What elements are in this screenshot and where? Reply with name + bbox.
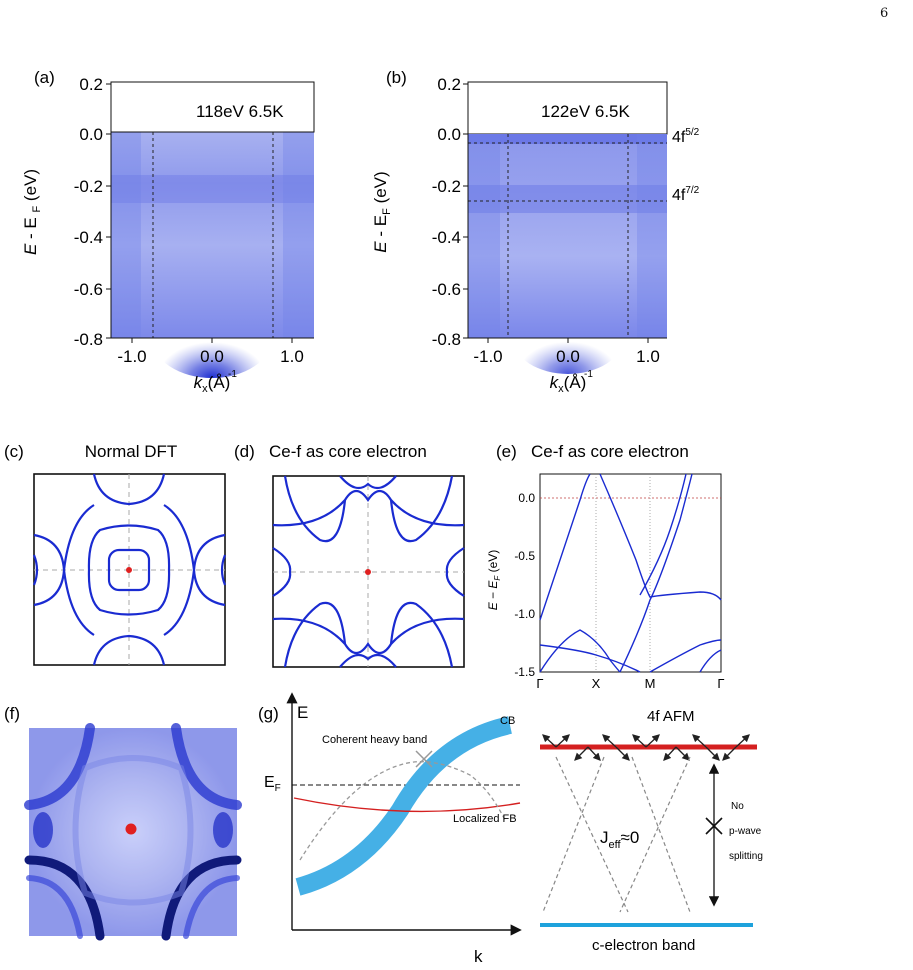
afm-label: 4f AFM (647, 708, 695, 725)
ytick-b-1: 0.0 (437, 125, 461, 144)
panel-d-title: Ce-f as core electron (269, 442, 427, 461)
xtick-e-3: Γ (717, 676, 724, 691)
dashed-dispersion-lines (542, 756, 691, 913)
gamma-point-c (126, 567, 132, 573)
ytick-b-2: -0.2 (432, 177, 461, 196)
momentum-axis-label: k (474, 947, 483, 966)
xtick-b-1: 0.0 (556, 347, 580, 366)
gamma-point-f (125, 823, 137, 835)
xlabel-sup-b: -1 (584, 369, 593, 380)
coherent-heavy-band (299, 761, 506, 861)
localized-fb-label: Localized FB (453, 813, 517, 825)
panel-a-label: (a) (34, 68, 55, 87)
ylabel-a: E - E F (eV) (21, 169, 43, 255)
ytick-b-5: -0.8 (432, 330, 461, 349)
ytick-e-0: 0.0 (518, 491, 535, 505)
gamma-point-d (365, 569, 371, 575)
ylabel-e: E − EF (eV) (486, 550, 502, 611)
ytick-a-1: 0.0 (79, 125, 103, 144)
band-structure-e (539, 473, 722, 673)
ytick-a-4: -0.6 (74, 280, 103, 299)
panel-c-label: (c) (4, 442, 24, 461)
condition-label-b: 122eV 6.5K (541, 102, 631, 121)
coherent-band-label: Coherent heavy band (322, 734, 427, 746)
xtick-a-2: 1.0 (280, 347, 304, 366)
panel-g-label: (g) (258, 704, 279, 723)
panel-d-label: (d) (234, 442, 255, 461)
panel-c: (c) Normal DFT (4, 442, 227, 666)
panel-b-label: (b) (386, 68, 407, 87)
fs-pocket-middle-c (87, 524, 171, 616)
ytick-e-1: -0.5 (514, 549, 535, 563)
fs-contours-d (272, 475, 465, 668)
fs-pocket-inner-c (107, 548, 151, 592)
panel-a: (a) 118eV 6.5K 0.2 0.0 -0.2 -0.4 -0.6 -0… (21, 68, 315, 395)
xtick-a-0: -1.0 (117, 347, 146, 366)
level-label-7-2: 4f7/2 (672, 185, 700, 204)
ytick-a-0: 0.2 (79, 75, 103, 94)
xtick-b-0: -1.0 (473, 347, 502, 366)
xtick-e-2: M (645, 676, 656, 691)
xlabel-sup-a: -1 (228, 369, 237, 380)
panel-d: (d) Ce-f as core electron (234, 442, 465, 668)
ytick-b-0: 0.2 (437, 75, 461, 94)
fermi-level-label: EF (264, 774, 281, 794)
spin-arrows (542, 734, 750, 761)
splitting-label: splitting (729, 851, 763, 862)
panel-c-title: Normal DFT (85, 442, 178, 461)
energy-axis-label: E (297, 703, 308, 722)
xtick-e-0: Γ (536, 676, 543, 691)
ytick-e-3: -1.5 (514, 665, 535, 679)
ytick-a-3: -0.4 (74, 228, 103, 247)
xlabel-a: kx(Å) (194, 373, 231, 395)
ytick-a-5: -0.8 (74, 330, 103, 349)
level-label-5-2: 4f5/2 (672, 127, 700, 146)
conduction-band (295, 716, 513, 896)
ytick-a-2: -0.2 (74, 177, 103, 196)
ytick-e-2: -1.0 (514, 607, 535, 621)
xtick-b-2: 1.0 (636, 347, 660, 366)
panel-b: (b) 122eV 6.5K 4f5/2 4f7/2 0.2 0.0 -0.2 … (371, 68, 700, 395)
condition-label-a: 118eV 6.5K (196, 102, 284, 121)
localized-flat-band (293, 797, 521, 813)
jeff-label: Jeff≈0 (600, 828, 639, 851)
pwave-label: p-wave (729, 826, 762, 837)
panel-f-label: (f) (4, 704, 20, 723)
panel-g: (g) E k EF CB Coherent heavy band Locali… (258, 692, 763, 966)
panel-e-label: (e) (496, 442, 517, 461)
panel-e-title: Ce-f as core electron (531, 442, 689, 461)
panel-e: (e) Ce-f as core electron 0.0 -0.5 -1.0 … (486, 442, 725, 691)
panel-f: (f) (4, 704, 242, 941)
page-number: 6 (880, 6, 889, 21)
cb-label: CB (500, 715, 515, 727)
fs-outer-contour-c (33, 473, 226, 666)
xtick-e-1: X (592, 676, 601, 691)
xlabel-b: kx(Å) (550, 373, 587, 395)
ytick-b-3: -0.4 (432, 228, 461, 247)
ytick-b-4: -0.6 (432, 280, 461, 299)
ylabel-b: E - EF (eV) (371, 171, 393, 252)
c-electron-band-label: c-electron band (592, 937, 695, 954)
crossing-mark (415, 750, 433, 768)
no-label: No (731, 801, 744, 812)
xtick-a-1: 0.0 (200, 347, 224, 366)
no-splitting-cross (705, 817, 723, 835)
